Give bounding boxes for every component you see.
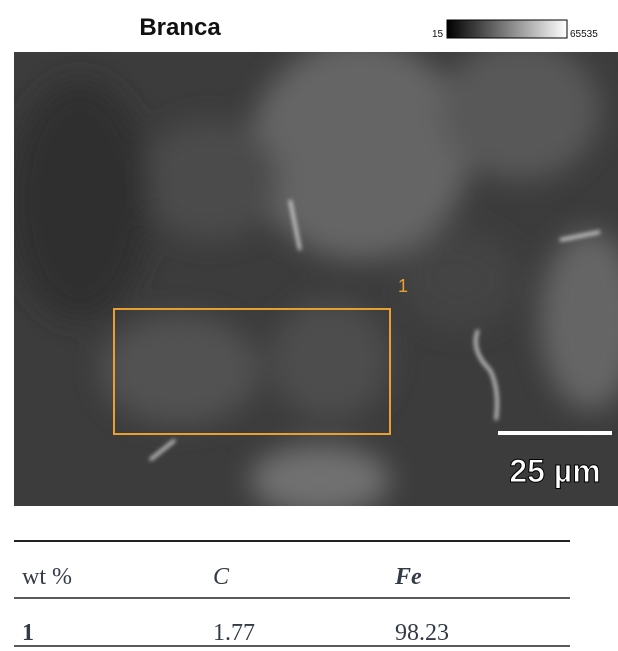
- table-cell: 1.77: [213, 620, 255, 646]
- sem-image: [10, 40, 618, 515]
- table-header: C: [213, 564, 230, 590]
- table-header: wt %: [22, 564, 72, 590]
- table-header: Fe: [394, 564, 422, 590]
- table-cell: 1: [22, 620, 34, 646]
- scale-bar-label: 25 µm: [509, 453, 600, 489]
- region-label: 1: [398, 276, 408, 296]
- colorbar-max: 65535: [570, 29, 598, 40]
- figure: Branca 15 65535 1 25 µm wt % C Fe 1: [0, 0, 618, 651]
- colorbar: [447, 20, 567, 38]
- colorbar-min: 15: [432, 29, 444, 40]
- image-title: Branca: [139, 14, 221, 41]
- table-cell: 98.23: [395, 620, 449, 646]
